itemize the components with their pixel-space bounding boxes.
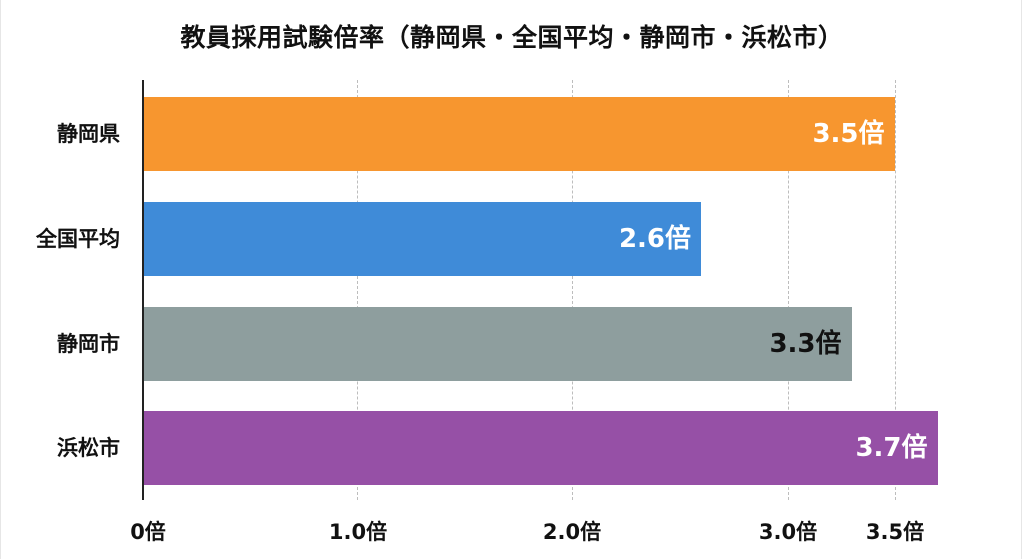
y-axis-line [142, 80, 144, 500]
bar-national-average: 2.6倍 [143, 202, 701, 276]
category-label: 浜松市 [57, 436, 120, 460]
category-label: 全国平均 [36, 227, 120, 251]
value-label: 3.3倍 [769, 329, 842, 359]
bar-hamamatsu-city: 3.7倍 [143, 411, 938, 485]
gridline-3-5 [895, 80, 896, 500]
value-label: 3.7倍 [855, 433, 928, 463]
category-label: 静岡県 [57, 122, 120, 146]
x-tick-label: 3.0倍 [758, 520, 818, 544]
x-tick-label: 2.0倍 [542, 520, 602, 544]
value-label: 2.6倍 [618, 224, 691, 254]
x-tick-label: 3.5倍 [865, 520, 925, 544]
x-tick-label: 1.0倍 [328, 520, 388, 544]
bar-shizuoka-city: 3.3倍 [143, 307, 852, 381]
chart-title: 教員採用試験倍率（静岡県・全国平均・静岡市・浜松市） [180, 23, 844, 52]
x-tick-label: 0倍 [130, 520, 166, 544]
category-label: 静岡市 [57, 332, 120, 356]
value-label: 3.5倍 [812, 119, 885, 149]
gridline-2 [572, 80, 573, 500]
gridline-1 [357, 80, 358, 500]
bar-shizuoka-pref: 3.5倍 [143, 97, 895, 171]
gridline-3 [788, 80, 789, 500]
